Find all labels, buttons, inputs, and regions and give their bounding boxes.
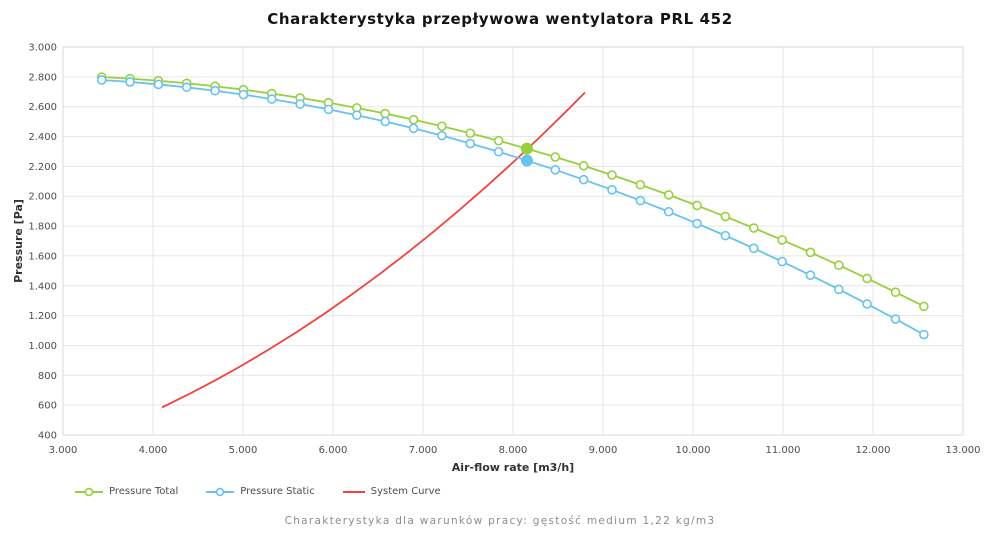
y-tick-label: 2.000 bbox=[28, 192, 57, 203]
pressure-total-marker bbox=[663, 190, 674, 200]
pressure-static-marker bbox=[663, 206, 674, 217]
legend-item-system-curve[interactable]: System Curve bbox=[342, 486, 441, 497]
pressure-total-marker bbox=[805, 247, 816, 258]
pressure-static-marker bbox=[607, 185, 617, 195]
pressure-static-marker bbox=[578, 174, 589, 185]
pressure-total-marker bbox=[777, 235, 787, 245]
y-axis-title: Pressure [Pa] bbox=[12, 199, 25, 283]
pressure-static-marker bbox=[720, 230, 731, 241]
pressure-static-marker bbox=[125, 77, 135, 87]
y-tick-label: 2.600 bbox=[28, 102, 57, 113]
legend-label: System Curve bbox=[370, 486, 441, 497]
pressure-total-marker bbox=[380, 108, 391, 119]
x-tick-label: 4.000 bbox=[139, 445, 168, 456]
pressure-total-marker bbox=[919, 301, 929, 312]
pressure-static-marker bbox=[805, 270, 816, 280]
pressure-static-marker bbox=[550, 165, 561, 175]
pressure-static-marker bbox=[437, 130, 447, 141]
pressure-total-marker bbox=[550, 152, 561, 162]
legend-label: Pressure Total bbox=[109, 486, 179, 497]
legend-item-pressure-static[interactable]: Pressure Static bbox=[206, 486, 315, 497]
pressure-static-marker bbox=[380, 116, 391, 127]
pressure-static-marker bbox=[96, 75, 107, 85]
y-tick-label: 1.400 bbox=[28, 281, 57, 292]
pressure-static-marker bbox=[777, 256, 787, 267]
x-tick-label: 9.000 bbox=[589, 445, 618, 456]
pressure-total-marker bbox=[720, 211, 731, 222]
x-tick-label: 11.000 bbox=[766, 445, 801, 456]
pressure-total-marker bbox=[748, 223, 759, 233]
y-tick-label: 1.000 bbox=[28, 341, 57, 352]
system-curve-line bbox=[161, 91, 586, 409]
pressure-total-marker bbox=[493, 135, 504, 146]
pressure-static-marker bbox=[181, 82, 192, 93]
pressure-static-marker bbox=[210, 85, 220, 96]
y-tick-label: 1.200 bbox=[28, 311, 57, 322]
x-tick-label: 5.000 bbox=[229, 445, 258, 456]
pressure-total-marker bbox=[437, 121, 447, 132]
chart-plot-area: 3.000 2.800 2.600 2.400 2.200 2.000 1.800 1.600… bbox=[12, 43, 981, 475]
legend-marker-pressure-total-icon bbox=[75, 487, 103, 496]
x-tick-label: 7.000 bbox=[409, 445, 438, 456]
pressure-static-marker bbox=[493, 146, 504, 157]
legend-marker-pressure-static-icon bbox=[206, 487, 235, 496]
y-tick-label: 400 bbox=[38, 431, 57, 442]
x-tick-label: 3.000 bbox=[49, 445, 78, 456]
y-tick-label: 1.600 bbox=[28, 251, 57, 262]
y-tick-label: 3.000 bbox=[28, 43, 57, 54]
x-tick-label: 6.000 bbox=[319, 445, 348, 456]
pressure-static-marker bbox=[153, 79, 164, 90]
pressure-static-marker bbox=[295, 99, 305, 109]
x-axis-title: Air-flow rate [m3/h] bbox=[452, 461, 574, 474]
x-tick-label: 13.000 bbox=[946, 445, 981, 456]
pressure-total-marker bbox=[607, 170, 617, 180]
legend-marker-system-curve-icon bbox=[342, 490, 365, 493]
pressure-static-marker bbox=[919, 329, 929, 340]
pressure-static-marker bbox=[635, 195, 646, 206]
plot-border bbox=[62, 46, 964, 436]
pressure-static-marker bbox=[408, 123, 419, 134]
pressure-static-marker bbox=[692, 218, 702, 229]
x-tick-label: 8.000 bbox=[499, 445, 528, 456]
chart-title: Charakterystyka przepływowa wentylatora … bbox=[267, 10, 733, 28]
legend-item-pressure-total[interactable]: Pressure Total bbox=[75, 486, 178, 497]
x-tick-label: 12.000 bbox=[856, 445, 891, 456]
pressure-static-marker bbox=[323, 104, 334, 115]
chart-legend: Pressure Total Pressure Static System Curv… bbox=[75, 486, 441, 497]
y-tick-label: 2.800 bbox=[28, 72, 57, 83]
pressure-static-marker bbox=[890, 314, 901, 324]
pressure-total-marker bbox=[408, 114, 419, 125]
pressure-total-marker bbox=[692, 200, 702, 211]
pressure-static-marker bbox=[833, 284, 844, 295]
pressure-total-marker bbox=[862, 273, 872, 284]
operating-point-total-marker bbox=[520, 142, 533, 155]
y-tick-label: 1.800 bbox=[28, 222, 57, 233]
pressure-static-marker bbox=[748, 243, 759, 254]
pressure-total-marker bbox=[890, 287, 901, 297]
operating-point-static-marker bbox=[520, 154, 533, 167]
pressure-total-marker bbox=[833, 260, 844, 270]
legend-label: Pressure Static bbox=[240, 486, 315, 497]
x-tick-label: 10.000 bbox=[676, 445, 711, 456]
y-tick-label: 800 bbox=[38, 371, 57, 382]
pressure-static-marker bbox=[238, 89, 249, 100]
pressure-total-marker bbox=[635, 179, 646, 190]
y-tick-label: 2.200 bbox=[28, 162, 57, 173]
chart-footer-note: Charakterystyka dla warunków pracy: gęst… bbox=[284, 515, 716, 527]
pressure-static-marker bbox=[862, 299, 872, 309]
pressure-static-marker bbox=[266, 94, 277, 104]
pressure-total-marker bbox=[578, 160, 589, 171]
pressure-static-marker bbox=[352, 110, 362, 120]
pressure-static-marker bbox=[465, 138, 476, 149]
y-tick-label: 600 bbox=[38, 401, 57, 412]
y-tick-label: 2.400 bbox=[28, 132, 57, 143]
pressure-total-marker bbox=[465, 128, 476, 139]
